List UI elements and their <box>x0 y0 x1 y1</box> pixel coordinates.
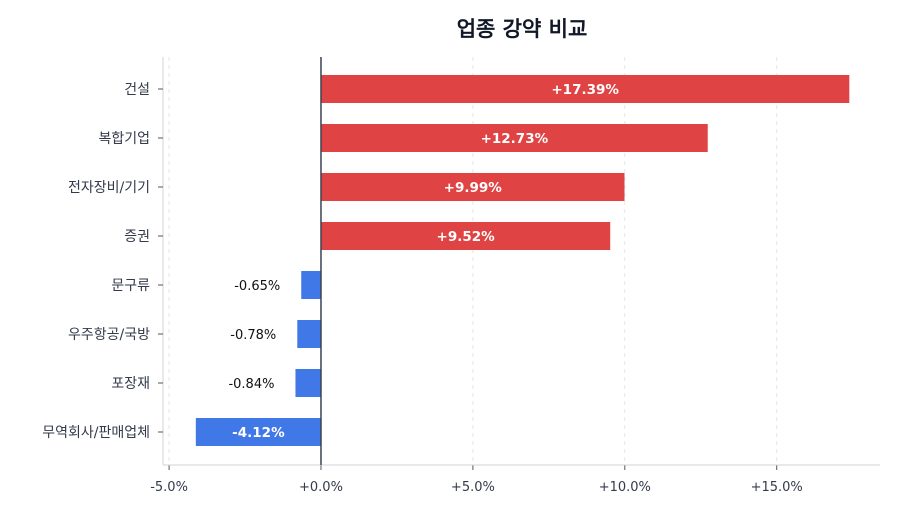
chart-title: 업종 강약 비교 <box>457 17 588 41</box>
data-label: +9.52% <box>437 229 496 245</box>
bar <box>295 369 321 397</box>
data-label: -0.84% <box>228 377 274 392</box>
bar <box>297 320 321 348</box>
category-label: 포장재 <box>111 376 150 392</box>
data-label: -0.65% <box>234 279 280 294</box>
x-tick-label: -5.0% <box>150 480 188 495</box>
data-label: -4.12% <box>232 425 285 441</box>
category-label: 우주항공/국방 <box>68 327 150 343</box>
bar <box>320 222 611 250</box>
category-label: 증권 <box>124 229 150 245</box>
category-label: 복합기업 <box>98 131 150 147</box>
bar <box>195 418 321 446</box>
category-label: 건설 <box>124 82 150 98</box>
bar <box>320 173 625 201</box>
data-label: +12.73% <box>481 131 549 147</box>
data-label: +17.39% <box>551 82 619 98</box>
x-tick-label: +10.0% <box>599 480 651 495</box>
category-label: 문구류 <box>111 278 150 294</box>
bar <box>320 75 850 103</box>
bar <box>320 124 708 152</box>
x-tick-label: +5.0% <box>451 480 495 495</box>
data-label: +9.99% <box>444 180 503 196</box>
data-label: -0.78% <box>230 328 276 343</box>
category-label: 전자장비/기기 <box>68 180 150 196</box>
x-tick-label: +15.0% <box>751 480 803 495</box>
category-label: 무역회사/판매업체 <box>42 425 150 441</box>
x-tick-label: +0.0% <box>299 480 343 495</box>
bar <box>301 271 321 299</box>
